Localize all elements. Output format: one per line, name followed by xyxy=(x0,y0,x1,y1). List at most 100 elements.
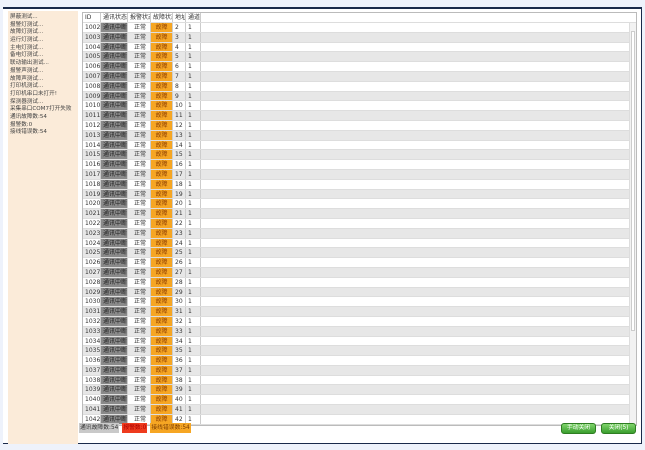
comm-badge: 通讯中断 xyxy=(101,120,128,130)
cell-comm-status: 通讯中断 xyxy=(101,228,128,238)
cell-fault-status: 故障 xyxy=(151,179,173,189)
table-row[interactable]: 1008 通讯中断 正常 故障 8 1 xyxy=(83,81,636,92)
column-header-channel[interactable]: 通道 xyxy=(188,13,201,22)
cell-channel: 1 xyxy=(186,218,201,228)
table-row[interactable]: 1031 通讯中断 正常 故障 31 1 xyxy=(83,307,636,317)
table-row[interactable]: 1003 通讯中断 正常 故障 3 1 xyxy=(83,32,636,43)
vertical-scrollbar[interactable] xyxy=(629,23,636,425)
cell-address: 27 xyxy=(173,267,186,277)
fault-badge: 故障 xyxy=(151,71,172,81)
cell-fault-status: 故障 xyxy=(151,375,173,385)
cell-fault-status: 故障 xyxy=(151,199,173,209)
table-row[interactable]: 1028 通讯中断 正常 故障 28 1 xyxy=(83,277,636,288)
cell-address: 19 xyxy=(173,189,186,199)
cell-fault-status: 故障 xyxy=(151,42,173,52)
table-row[interactable]: 1032 通讯中断 正常 故障 32 1 xyxy=(83,316,636,327)
cell-address: 29 xyxy=(173,287,186,297)
table-row[interactable]: 1040 通讯中断 正常 故障 40 1 xyxy=(83,395,636,406)
scrollbar-thumb[interactable] xyxy=(631,31,635,331)
table-row[interactable]: 1024 通讯中断 正常 故障 24 1 xyxy=(83,238,636,249)
cell-alarm-status: 正常 xyxy=(128,32,151,42)
table-row[interactable]: 1009 通讯中断 正常 故障 9 1 xyxy=(83,91,636,102)
log-line: 运行灯测试... xyxy=(10,37,44,44)
column-header-comm-status[interactable]: 通讯状态 xyxy=(103,13,128,22)
table-row[interactable]: 1017 通讯中断 正常 故障 17 1 xyxy=(83,169,636,180)
cell-address: 40 xyxy=(173,395,186,405)
comm-badge: 通讯中断 xyxy=(101,209,128,218)
cell-address: 8 xyxy=(173,81,186,91)
table-row[interactable]: 1010 通讯中断 正常 故障 10 1 xyxy=(83,101,636,112)
fault-badge: 故障 xyxy=(151,395,172,405)
table-row[interactable]: 1020 通讯中断 正常 故障 20 1 xyxy=(83,199,636,210)
table-row[interactable]: 1039 通讯中断 正常 故障 39 1 xyxy=(83,385,636,396)
fault-badge: 故障 xyxy=(151,169,172,179)
table-row[interactable]: 1038 通讯中断 正常 故障 38 1 xyxy=(83,375,636,386)
table-row[interactable]: 1029 通讯中断 正常 故障 29 1 xyxy=(83,287,636,298)
table-row[interactable]: 1030 通讯中断 正常 故障 30 1 xyxy=(83,297,636,308)
table-row[interactable]: 1037 通讯中断 正常 故障 37 1 xyxy=(83,365,636,376)
comm-badge: 通讯中断 xyxy=(101,32,128,42)
fault-badge: 故障 xyxy=(151,356,172,365)
cell-channel: 1 xyxy=(186,52,201,62)
fault-badge: 故障 xyxy=(151,218,172,228)
table-row[interactable]: 1026 通讯中断 正常 故障 26 1 xyxy=(83,258,636,268)
table-row[interactable]: 1005 通讯中断 正常 故障 5 1 xyxy=(83,52,636,63)
comm-badge: 通讯中断 xyxy=(101,316,128,326)
comm-badge: 通讯中断 xyxy=(101,81,128,91)
table-row[interactable]: 1007 通讯中断 正常 故障 7 1 xyxy=(83,71,636,82)
table-row[interactable]: 1035 通讯中断 正常 故障 35 1 xyxy=(83,346,636,357)
table-row[interactable]: 1016 通讯中断 正常 故障 16 1 xyxy=(83,160,636,170)
cell-alarm-status: 正常 xyxy=(128,228,151,238)
comm-badge: 通讯中断 xyxy=(101,189,128,199)
table-row[interactable]: 1042 通讯中断 正常 故障 42 1 xyxy=(83,414,636,425)
comm-badge: 通讯中断 xyxy=(101,218,128,228)
cell-alarm-status: 正常 xyxy=(128,346,151,356)
cell-comm-status: 通讯中断 xyxy=(101,277,128,287)
table-row[interactable]: 1021 通讯中断 正常 故障 21 1 xyxy=(83,209,636,219)
fault-badge: 故障 xyxy=(151,258,172,267)
cell-fault-status: 故障 xyxy=(151,346,173,356)
table-row[interactable]: 1006 通讯中断 正常 故障 6 1 xyxy=(83,62,636,72)
table-row[interactable]: 1011 通讯中断 正常 故障 11 1 xyxy=(83,111,636,121)
table-row[interactable]: 1013 通讯中断 正常 故障 13 1 xyxy=(83,130,636,141)
table-row[interactable]: 1033 通讯中断 正常 故障 33 1 xyxy=(83,326,636,337)
comm-badge: 通讯中断 xyxy=(101,395,128,405)
log-line: 故障灯测试... xyxy=(10,29,44,36)
table-row[interactable]: 1027 通讯中断 正常 故障 27 1 xyxy=(83,267,636,278)
fault-badge: 故障 xyxy=(151,209,172,218)
table-row[interactable]: 1019 通讯中断 正常 故障 19 1 xyxy=(83,189,636,200)
log-line: 报警灯测试... xyxy=(10,21,44,28)
table-row[interactable]: 1014 通讯中断 正常 故障 14 1 xyxy=(83,140,636,151)
cell-channel: 1 xyxy=(186,228,201,238)
table-row[interactable]: 1004 通讯中断 正常 故障 4 1 xyxy=(83,42,636,53)
cell-comm-status: 通讯中断 xyxy=(101,316,128,326)
cell-fault-status: 故障 xyxy=(151,395,173,405)
manual-close-button[interactable]: 手动关闭 xyxy=(561,423,596,434)
cell-id: 1013 xyxy=(85,130,101,140)
cell-alarm-status: 正常 xyxy=(128,23,151,32)
column-header-address[interactable]: 地址 xyxy=(175,13,186,22)
table-row[interactable]: 1023 通讯中断 正常 故障 23 1 xyxy=(83,228,636,239)
table-row[interactable]: 1036 通讯中断 正常 故障 36 1 xyxy=(83,356,636,366)
table-row[interactable]: 1022 通讯中断 正常 故障 22 1 xyxy=(83,218,636,229)
column-header-fault-status[interactable]: 故障状态 xyxy=(153,13,173,22)
close-button[interactable]: 关闭(5) xyxy=(601,423,636,434)
comm-badge: 通讯中断 xyxy=(101,101,128,111)
cell-channel: 1 xyxy=(186,248,201,258)
cell-channel: 1 xyxy=(186,316,201,326)
comm-badge: 通讯中断 xyxy=(101,267,128,277)
table-row[interactable]: 1018 通讯中断 正常 故障 18 1 xyxy=(83,179,636,190)
cell-comm-status: 通讯中断 xyxy=(101,199,128,209)
table-row[interactable]: 1012 通讯中断 正常 故障 12 1 xyxy=(83,120,636,131)
table-row[interactable]: 1034 通讯中断 正常 故障 34 1 xyxy=(83,336,636,347)
table-row[interactable]: 1041 通讯中断 正常 故障 41 1 xyxy=(83,405,636,415)
column-header-alarm-status[interactable]: 报警状态 xyxy=(128,13,151,22)
cell-id: 1018 xyxy=(85,179,101,189)
comm-badge: 通讯中断 xyxy=(101,326,128,336)
table-row[interactable]: 1015 通讯中断 正常 故障 15 1 xyxy=(83,150,636,161)
table-row[interactable]: 1002 通讯中断 正常 故障 2 1 xyxy=(83,23,636,33)
cell-alarm-status: 正常 xyxy=(128,160,151,169)
cell-comm-status: 通讯中断 xyxy=(101,120,128,130)
table-row[interactable]: 1025 通讯中断 正常 故障 25 1 xyxy=(83,248,636,259)
column-header-id[interactable]: ID xyxy=(83,13,101,22)
